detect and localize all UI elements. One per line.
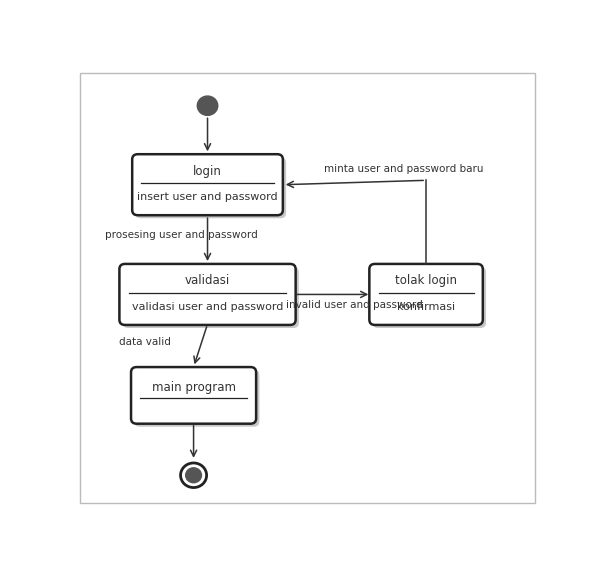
FancyBboxPatch shape xyxy=(119,264,296,325)
Text: invalid user and password: invalid user and password xyxy=(286,300,423,311)
Text: data valid: data valid xyxy=(119,337,171,347)
FancyBboxPatch shape xyxy=(131,367,256,424)
FancyBboxPatch shape xyxy=(370,264,483,325)
FancyBboxPatch shape xyxy=(122,267,299,328)
Text: tolak login: tolak login xyxy=(395,274,457,287)
Text: validasi user and password: validasi user and password xyxy=(132,302,283,312)
Text: konfirmasi: konfirmasi xyxy=(397,302,455,312)
Circle shape xyxy=(185,468,202,483)
FancyBboxPatch shape xyxy=(80,73,535,503)
Circle shape xyxy=(197,96,218,115)
FancyBboxPatch shape xyxy=(134,370,259,427)
Text: prosesing user and password: prosesing user and password xyxy=(105,230,258,240)
FancyBboxPatch shape xyxy=(136,157,286,218)
Text: main program: main program xyxy=(152,381,236,394)
Text: insert user and password: insert user and password xyxy=(137,192,278,202)
Text: validasi: validasi xyxy=(185,274,230,287)
FancyBboxPatch shape xyxy=(132,154,283,215)
Text: login: login xyxy=(193,165,222,178)
Text: minta user and password baru: minta user and password baru xyxy=(324,164,483,174)
FancyBboxPatch shape xyxy=(373,267,486,328)
